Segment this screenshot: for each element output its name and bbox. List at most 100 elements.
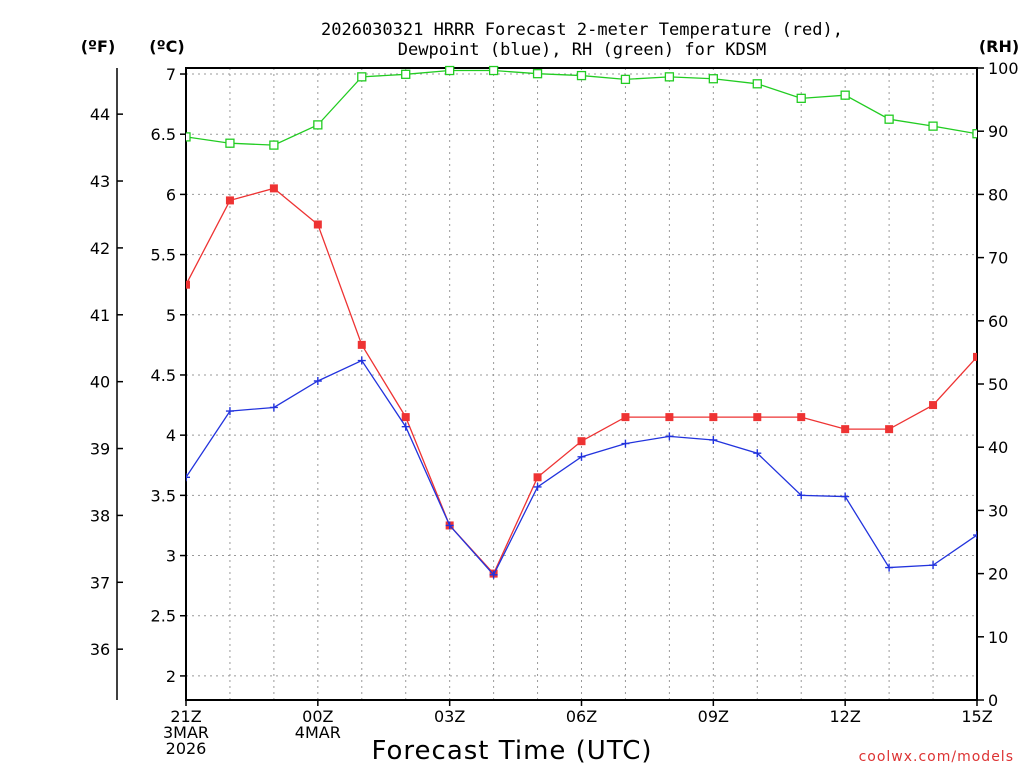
celsius-axis: 2 2.5 3 3.5 4 4.5 5 5.5 6 6.5 7 bbox=[151, 65, 186, 686]
dewpoint-point bbox=[973, 531, 977, 540]
time-tick-label: 06Z bbox=[566, 707, 597, 726]
credit-text: coolwx.com/models bbox=[859, 749, 1014, 765]
rh-point bbox=[928, 121, 938, 131]
fahrenheit-tick-label: 41 bbox=[90, 306, 110, 325]
temperature-point bbox=[269, 184, 278, 193]
temperature-point bbox=[186, 280, 190, 289]
dewpoint-point bbox=[577, 452, 586, 461]
dewpoint-point bbox=[489, 570, 498, 579]
celsius-tick-label: 2 bbox=[166, 667, 176, 686]
rh-tick-label: 70 bbox=[988, 249, 1008, 268]
temperature-point bbox=[709, 413, 718, 422]
dewpoint-point bbox=[709, 435, 718, 444]
series-rh bbox=[186, 65, 977, 150]
celsius-tick-label: 6 bbox=[166, 185, 176, 204]
dewpoint-point bbox=[885, 563, 894, 572]
temperature-point bbox=[841, 425, 850, 434]
dewpoint-point bbox=[186, 473, 190, 482]
dewpoint-point bbox=[225, 407, 234, 416]
rh-tick-label: 10 bbox=[988, 628, 1008, 647]
rh-point bbox=[620, 74, 631, 85]
rh-point bbox=[576, 70, 587, 81]
celsius-tick-label: 2.5 bbox=[151, 607, 176, 626]
fahrenheit-tick-label: 44 bbox=[90, 105, 110, 124]
temperature-point bbox=[313, 220, 322, 229]
dewpoint-point bbox=[841, 492, 850, 501]
time-tick-label: 09Z bbox=[698, 707, 729, 726]
plot-frame bbox=[185, 67, 978, 701]
dewpoint-point bbox=[665, 432, 674, 441]
rh-point bbox=[796, 93, 806, 103]
temperature-point bbox=[401, 413, 410, 422]
chart-title-line1: 2026030321 HRRR Forecast 2-meter Tempera… bbox=[321, 20, 843, 40]
rh-tick-label: 50 bbox=[988, 375, 1008, 394]
rh-tick-label: 100 bbox=[988, 59, 1019, 78]
dewpoint-point bbox=[929, 561, 938, 570]
celsius-tick-label: 5.5 bbox=[151, 246, 176, 265]
rh-point bbox=[445, 65, 455, 76]
dewpoint-point bbox=[313, 376, 322, 385]
rh-tick-label: 60 bbox=[988, 312, 1008, 331]
rh-tick-label: 30 bbox=[988, 501, 1008, 520]
temperature-point bbox=[621, 413, 630, 422]
rh-point bbox=[313, 120, 323, 130]
time-tick-label: 15Z bbox=[961, 707, 992, 726]
temperature-point bbox=[885, 425, 894, 434]
temperature-point bbox=[225, 196, 234, 205]
celsius-tick-label: 3.5 bbox=[151, 486, 176, 505]
rh-point bbox=[840, 90, 850, 100]
rh-point bbox=[401, 69, 411, 79]
time-tick-label: 4MAR bbox=[295, 723, 341, 742]
rh-unit-label: (RH) bbox=[979, 37, 1019, 56]
rh-tick-label: 0 bbox=[988, 691, 998, 710]
time-tick-label: 03Z bbox=[434, 707, 465, 726]
celsius-tick-label: 7 bbox=[166, 65, 176, 84]
temperature-point bbox=[357, 340, 366, 349]
temperature-point bbox=[577, 437, 586, 446]
gridlines bbox=[186, 68, 977, 700]
temperature-point bbox=[797, 413, 806, 422]
celsius-tick-label: 6.5 bbox=[151, 125, 176, 144]
rh-tick-label: 90 bbox=[988, 122, 1008, 141]
celsius-tick-label: 5 bbox=[166, 306, 176, 325]
rh-point bbox=[708, 74, 718, 84]
dewpoint-point bbox=[797, 491, 806, 500]
rh-point bbox=[532, 69, 543, 79]
fahrenheit-tick-label: 38 bbox=[90, 506, 110, 525]
rh-point bbox=[488, 65, 499, 76]
celsius-unit-label: (ºC) bbox=[149, 37, 184, 56]
dewpoint-point bbox=[445, 521, 454, 530]
series-layer bbox=[186, 65, 977, 579]
x-axis-title: Forecast Time (UTC) bbox=[371, 736, 652, 766]
dewpoint-point bbox=[401, 422, 410, 431]
rh-point bbox=[269, 140, 279, 150]
fahrenheit-unit-label: (ºF) bbox=[81, 37, 116, 56]
temperature-point bbox=[973, 352, 977, 361]
time-tick-label: 3MAR bbox=[163, 723, 209, 742]
time-tick-label: 00Z bbox=[302, 707, 333, 726]
time-tick-label: 12Z bbox=[830, 707, 861, 726]
rh-point bbox=[752, 79, 762, 89]
fahrenheit-tick-label: 36 bbox=[90, 640, 110, 659]
time-tick-label: 21Z bbox=[170, 707, 201, 726]
series-dewpoint bbox=[186, 356, 977, 579]
rh-point bbox=[186, 132, 191, 142]
fahrenheit-axis: 36 37 38 39 40 41 42 43 44 bbox=[90, 105, 123, 659]
dewpoint-point bbox=[753, 449, 762, 458]
fahrenheit-tick-label: 39 bbox=[90, 440, 110, 459]
rh-point bbox=[884, 114, 894, 124]
rh-point bbox=[225, 138, 235, 148]
celsius-tick-label: 4 bbox=[166, 426, 176, 445]
rh-tick-label: 20 bbox=[988, 565, 1008, 584]
rh-point bbox=[664, 72, 675, 82]
temperature-point bbox=[929, 401, 938, 410]
celsius-tick-label: 4.5 bbox=[151, 366, 176, 385]
chart-title-line2: Dewpoint (blue), RH (green) for KDSM bbox=[398, 40, 766, 60]
rh-tick-label: 80 bbox=[988, 185, 1008, 204]
temperature-point bbox=[533, 473, 542, 482]
fahrenheit-tick-label: 42 bbox=[90, 239, 110, 258]
dewpoint-point bbox=[357, 356, 366, 365]
rh-tick-label: 40 bbox=[988, 438, 1008, 457]
